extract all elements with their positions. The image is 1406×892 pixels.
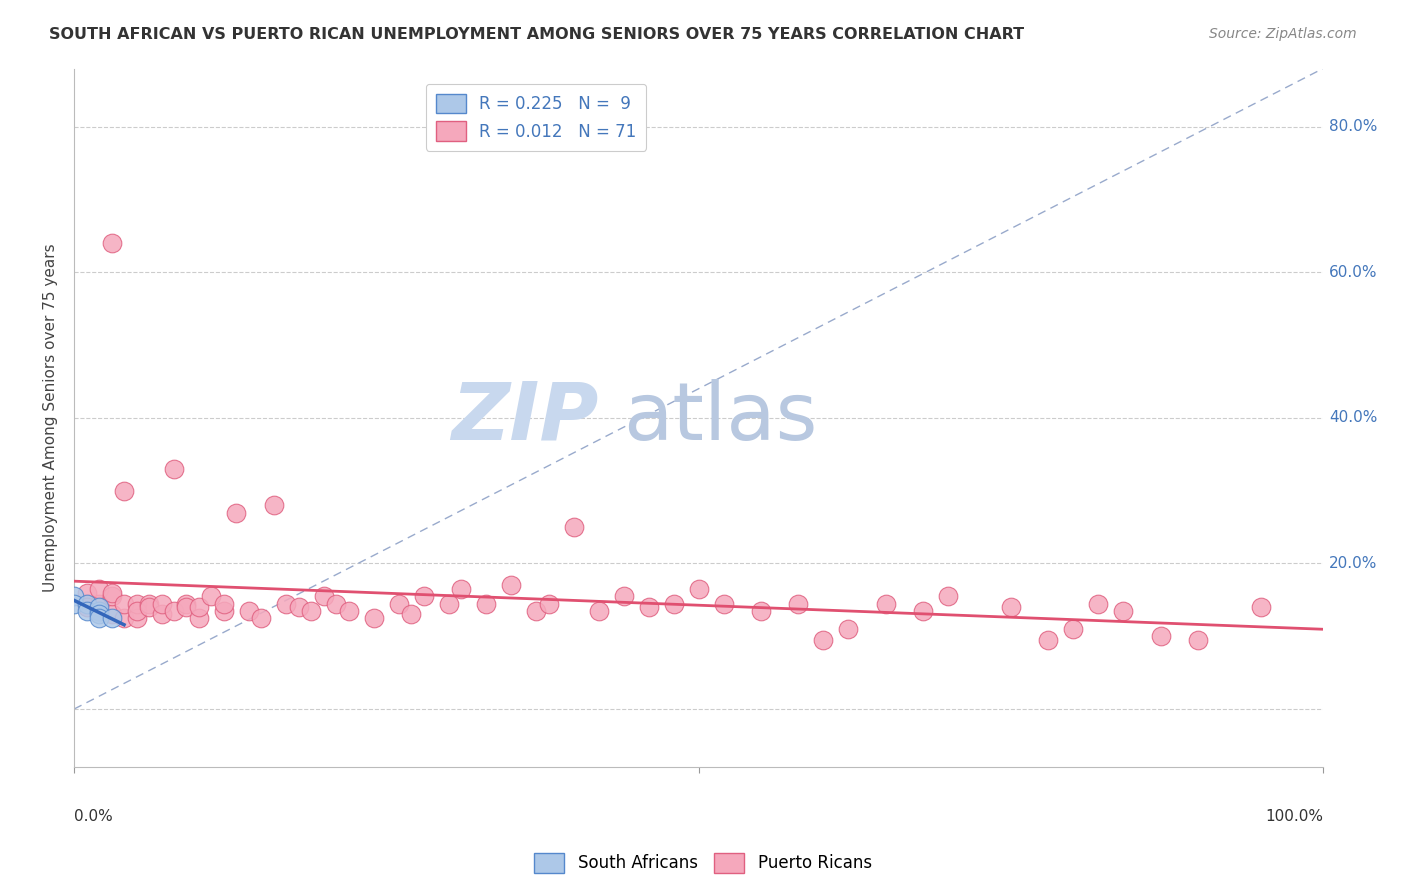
Point	[537, 597, 560, 611]
Point	[100, 589, 122, 603]
Legend: R = 0.225   N =  9, R = 0.012   N = 71: R = 0.225 N = 9, R = 0.012 N = 71	[426, 84, 647, 151]
Text: 40.0%: 40.0%	[1329, 410, 1378, 425]
Point	[1062, 622, 1084, 636]
Point	[312, 589, 335, 603]
Point	[150, 597, 173, 611]
Point	[125, 611, 148, 625]
Text: 100.0%: 100.0%	[1265, 809, 1323, 824]
Point	[250, 611, 273, 625]
Point	[225, 506, 247, 520]
Point	[138, 600, 160, 615]
Point	[437, 597, 460, 611]
Point	[787, 597, 810, 611]
Point	[63, 589, 86, 603]
Point	[212, 604, 235, 618]
Text: Source: ZipAtlas.com: Source: ZipAtlas.com	[1209, 27, 1357, 41]
Point	[662, 597, 685, 611]
Point	[337, 604, 360, 618]
Point	[562, 520, 585, 534]
Point	[501, 578, 523, 592]
Point	[87, 582, 110, 596]
Point	[76, 597, 98, 611]
Point	[450, 582, 472, 596]
Point	[100, 607, 122, 622]
Point	[87, 607, 110, 622]
Point	[176, 597, 198, 611]
Point	[176, 600, 198, 615]
Point	[100, 611, 122, 625]
Point	[388, 597, 411, 611]
Text: SOUTH AFRICAN VS PUERTO RICAN UNEMPLOYMENT AMONG SENIORS OVER 75 YEARS CORRELATI: SOUTH AFRICAN VS PUERTO RICAN UNEMPLOYME…	[49, 27, 1025, 42]
Point	[87, 604, 110, 618]
Point	[200, 589, 222, 603]
Point	[87, 597, 110, 611]
Point	[125, 604, 148, 618]
Legend: South Africans, Puerto Ricans: South Africans, Puerto Ricans	[527, 847, 879, 880]
Point	[76, 585, 98, 599]
Text: 80.0%: 80.0%	[1329, 120, 1378, 135]
Point	[401, 607, 423, 622]
Point	[1000, 600, 1022, 615]
Point	[1149, 629, 1171, 643]
Point	[288, 600, 311, 615]
Text: ZIP: ZIP	[451, 379, 599, 457]
Point	[150, 607, 173, 622]
Text: atlas: atlas	[624, 379, 818, 457]
Point	[188, 611, 211, 625]
Point	[912, 604, 935, 618]
Point	[138, 597, 160, 611]
Point	[749, 604, 772, 618]
Point	[76, 597, 98, 611]
Point	[87, 600, 110, 615]
Point	[112, 597, 135, 611]
Point	[112, 611, 135, 625]
Point	[475, 597, 498, 611]
Point	[1112, 604, 1135, 618]
Point	[936, 589, 959, 603]
Point	[713, 597, 735, 611]
Point	[325, 597, 347, 611]
Point	[637, 600, 659, 615]
Point	[363, 611, 385, 625]
Text: 0.0%: 0.0%	[75, 809, 112, 824]
Point	[100, 585, 122, 599]
Point	[63, 597, 86, 611]
Point	[1187, 632, 1209, 647]
Point	[837, 622, 859, 636]
Text: 20.0%: 20.0%	[1329, 556, 1378, 571]
Point	[76, 600, 98, 615]
Point	[875, 597, 897, 611]
Point	[688, 582, 710, 596]
Point	[112, 483, 135, 498]
Point	[588, 604, 610, 618]
Point	[613, 589, 636, 603]
Point	[813, 632, 835, 647]
Point	[76, 604, 98, 618]
Point	[87, 604, 110, 618]
Point	[276, 597, 298, 611]
Point	[412, 589, 434, 603]
Point	[263, 498, 285, 512]
Point	[299, 604, 322, 618]
Point	[163, 604, 186, 618]
Point	[238, 604, 260, 618]
Point	[1038, 632, 1060, 647]
Point	[1250, 600, 1272, 615]
Point	[87, 611, 110, 625]
Point	[100, 236, 122, 251]
Y-axis label: Unemployment Among Seniors over 75 years: Unemployment Among Seniors over 75 years	[44, 244, 58, 592]
Point	[1087, 597, 1109, 611]
Point	[125, 597, 148, 611]
Point	[188, 600, 211, 615]
Point	[163, 462, 186, 476]
Text: 60.0%: 60.0%	[1329, 265, 1378, 280]
Point	[524, 604, 547, 618]
Point	[212, 597, 235, 611]
